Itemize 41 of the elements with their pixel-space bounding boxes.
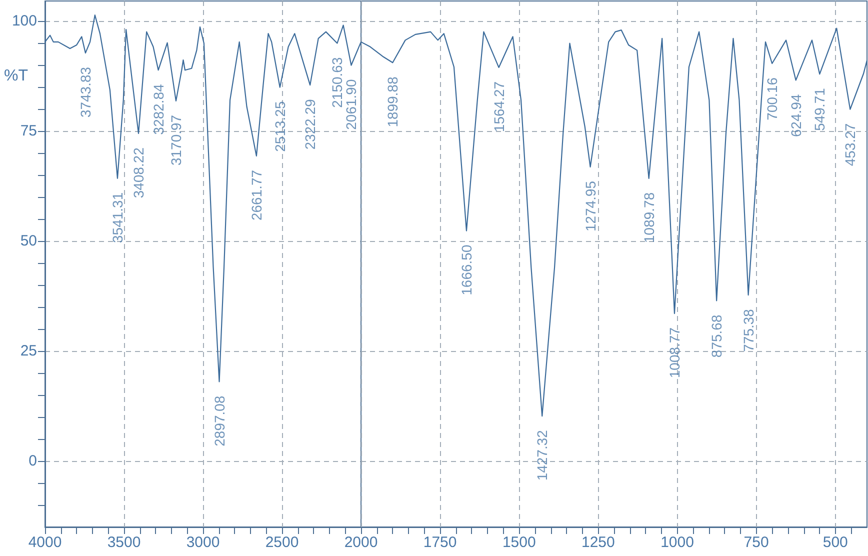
x-tick-label: 4000 [28,534,62,551]
y-tick-label: 75 [20,122,37,140]
annotation: 3408.22 [130,147,146,198]
annotation: 3170.97 [168,114,184,166]
x-tick-label: 500 [822,534,848,551]
annotation: 3541.31 [109,192,126,243]
annotation: 875.68 [708,314,725,358]
x-tick-label: 1500 [502,534,536,551]
y-tick-label: 25 [20,342,37,360]
x-tick-label: 1000 [660,534,694,551]
annotation: 1564.27 [490,81,507,132]
annotation: 2322.29 [302,98,318,150]
annotation: 2661.77 [248,170,264,221]
annotation: 624.94 [788,94,804,138]
y-tick-label: 100 [12,12,37,30]
annotation: 2061.90 [343,79,360,130]
x-tick-label: 750 [744,534,769,551]
annotation: 1274.95 [582,180,598,232]
y-tick-label: 0 [28,452,37,470]
y-axis-title: %T [4,68,28,84]
x-tick-label: 2000 [344,534,378,551]
annotation: 1899.88 [384,76,401,128]
annotation: 1008.77 [666,327,682,378]
annotation: 2897.08 [211,396,228,446]
annotation: 549.71 [812,88,828,131]
x-tick-label: 3500 [107,534,141,551]
annotation: 3743.83 [77,66,94,118]
annotation: 1089.78 [640,192,657,243]
x-tick-label: 3000 [186,534,220,551]
x-tick-label: 1250 [582,534,615,551]
annotation: 2150.63 [329,57,346,108]
annotation: 775.38 [740,308,756,352]
annotation: 453.27 [842,123,858,166]
annotation: 1666.50 [458,244,474,296]
annotation: 2513.25 [272,101,288,152]
x-tick-label: 1750 [423,534,457,551]
x-tick-label: 2500 [265,534,299,551]
annotation: 3282.84 [150,84,166,135]
y-tick-label: 50 [20,232,37,250]
annotation: 700.16 [764,77,780,120]
annotation: 1427.32 [534,430,550,481]
